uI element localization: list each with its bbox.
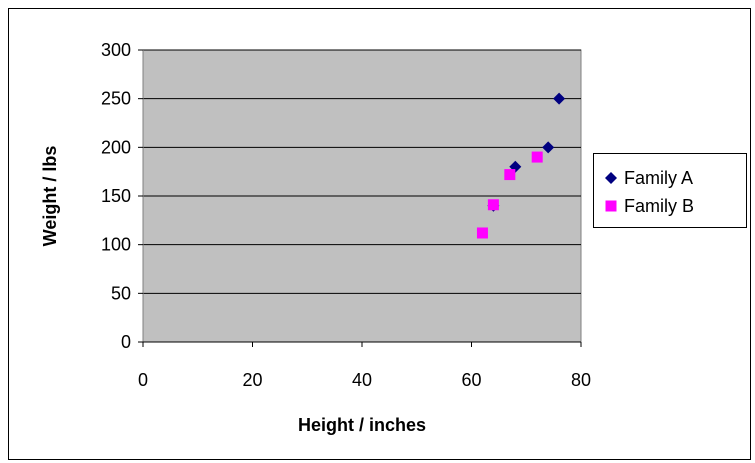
x-tick-label: 40 <box>352 370 372 390</box>
legend-box <box>593 153 747 228</box>
gridlines <box>143 49 581 343</box>
family-b-point <box>476 227 488 239</box>
x-tick-label: 20 <box>242 370 262 390</box>
y-tick-label: 200 <box>101 137 131 157</box>
y-tick-label: 300 <box>101 40 131 60</box>
x-tick-label: 60 <box>461 370 481 390</box>
y-tick-label: 0 <box>121 332 131 352</box>
family-b-point <box>504 169 516 181</box>
family-b-point <box>531 151 543 163</box>
legend-marker-family-b <box>605 200 617 212</box>
x-tick-label: 80 <box>571 370 591 390</box>
family-a-point <box>553 92 566 105</box>
legend-label-family-b: Family B <box>624 196 694 216</box>
y-tick-label: 50 <box>111 283 131 303</box>
legend-label-family-a: Family A <box>624 168 693 188</box>
family-b-point <box>487 199 499 211</box>
legend: Family A Family B <box>593 153 747 228</box>
x-axis-title: Height / inches <box>298 415 426 435</box>
legend-marker-family-a <box>605 172 617 184</box>
y-tick-label: 150 <box>101 186 131 206</box>
y-axis-ticks: 0 50 100 150 200 250 300 <box>101 40 144 352</box>
x-tick-label: 0 <box>138 370 148 390</box>
x-axis-ticks: 0 20 40 60 80 <box>138 341 591 390</box>
y-tick-label: 100 <box>101 235 131 255</box>
y-axis-title: Weight / lbs <box>40 146 60 247</box>
data-points <box>476 92 566 239</box>
family-a-point <box>542 141 555 154</box>
y-tick-label: 250 <box>101 89 131 109</box>
